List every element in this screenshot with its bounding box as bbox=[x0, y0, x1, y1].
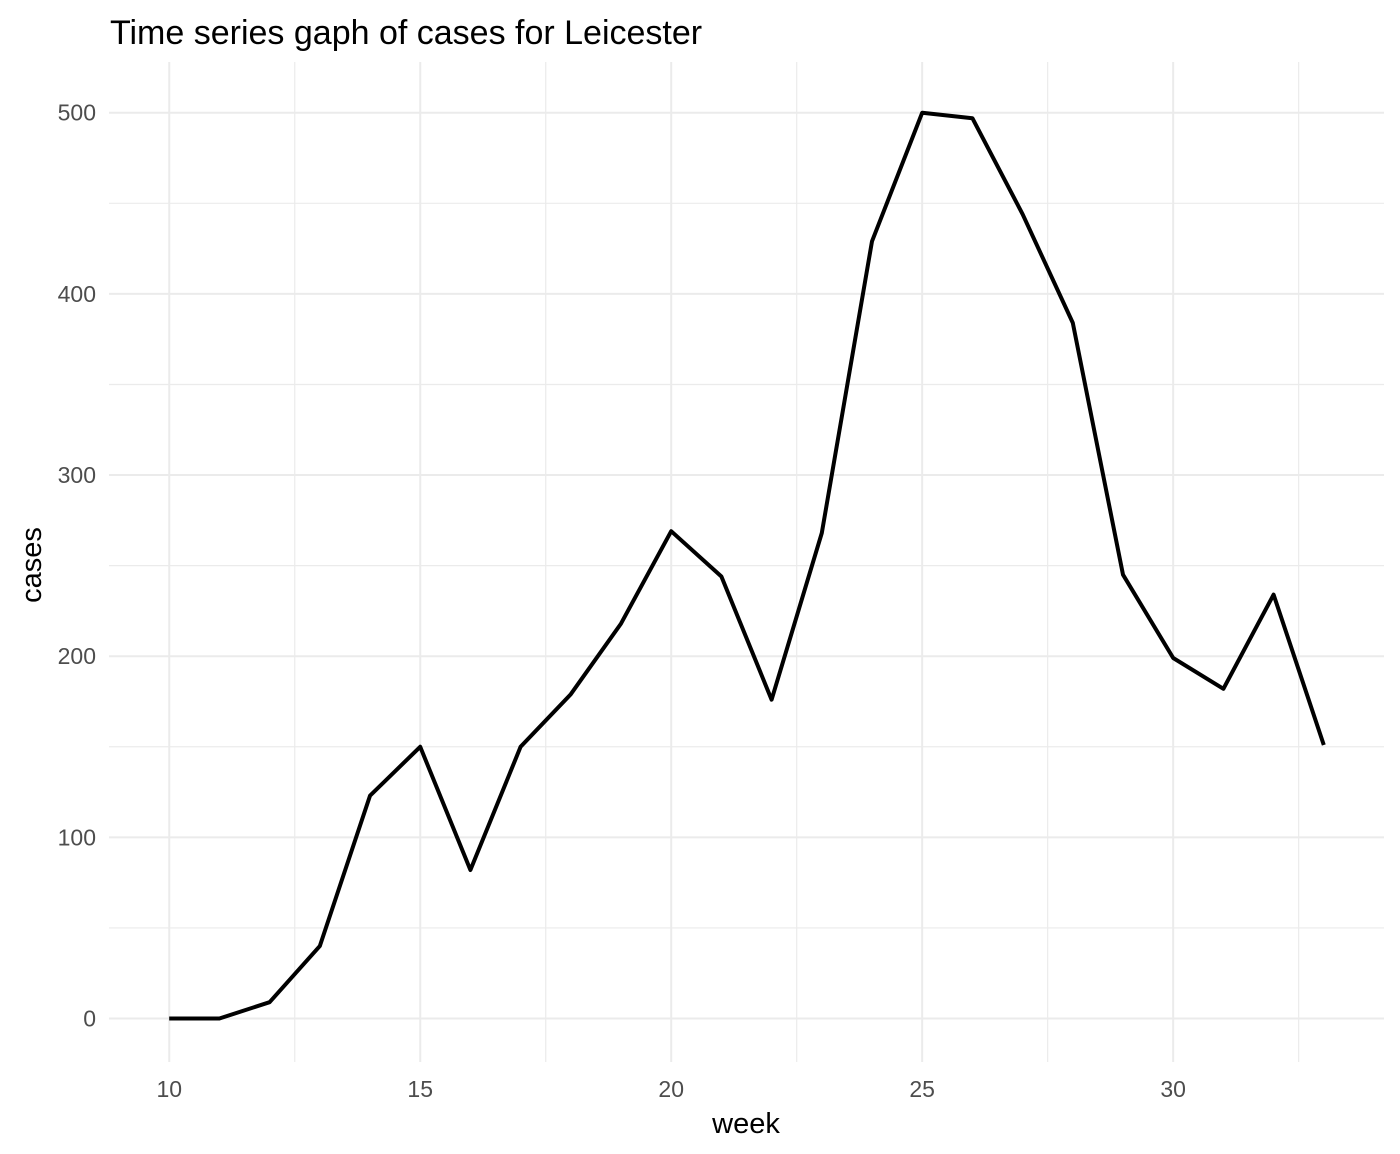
y-tick-label: 0 bbox=[83, 1006, 96, 1032]
y-tick-label: 500 bbox=[58, 100, 96, 126]
grid-lines bbox=[109, 62, 1384, 1062]
chart-title: Time series gaph of cases for Leicester bbox=[110, 14, 702, 52]
y-tick-label: 400 bbox=[58, 281, 96, 307]
x-tick-label: 25 bbox=[909, 1076, 935, 1102]
y-tick-label: 300 bbox=[58, 462, 96, 488]
y-axis-title: cases bbox=[16, 527, 48, 603]
x-tick-label: 10 bbox=[156, 1076, 182, 1102]
x-tick-label: 15 bbox=[407, 1076, 433, 1102]
x-tick-label: 30 bbox=[1160, 1076, 1186, 1102]
x-axis-title: week bbox=[711, 1108, 780, 1140]
x-tick-label: 20 bbox=[658, 1076, 684, 1102]
x-axis-ticks: 10 15 20 25 30 bbox=[156, 1076, 1186, 1102]
y-tick-label: 200 bbox=[58, 643, 96, 669]
y-tick-label: 100 bbox=[58, 824, 96, 850]
y-axis-ticks: 0 100 200 300 400 500 bbox=[58, 100, 96, 1032]
